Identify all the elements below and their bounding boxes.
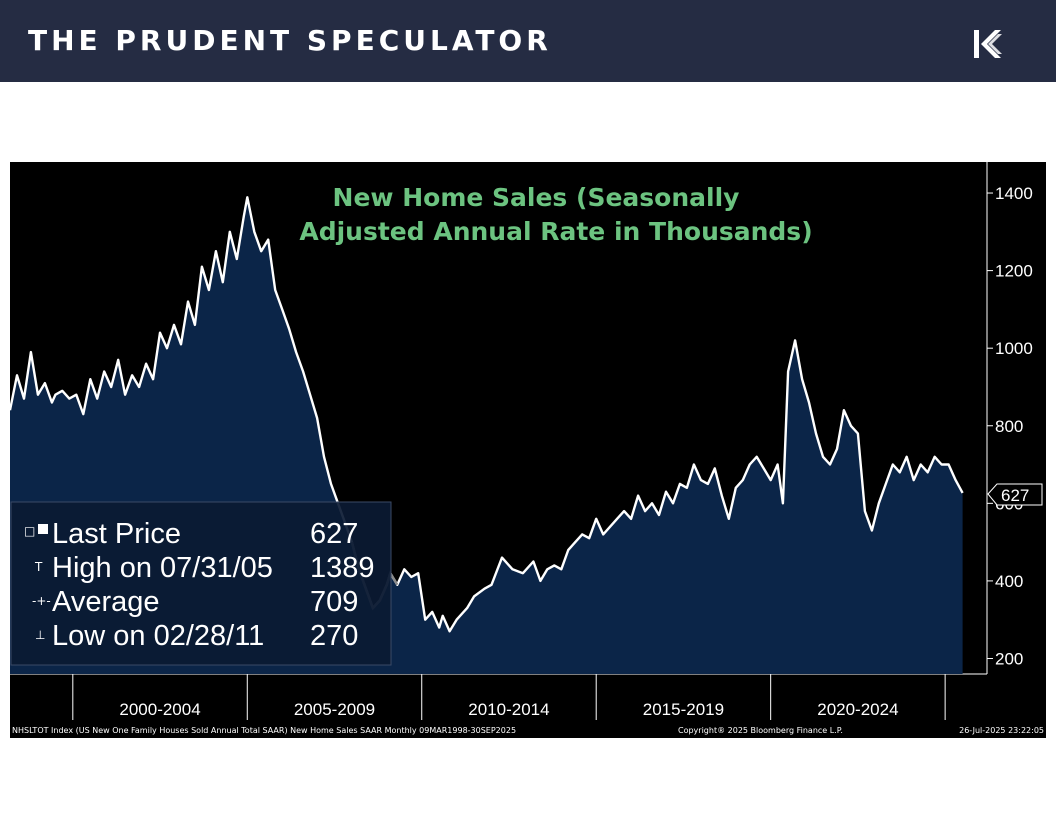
y-tick-label: 800 [995, 417, 1023, 436]
legend-label: High on 07/31/05 [52, 552, 273, 584]
high-marker-icon: T [34, 560, 43, 574]
x-period-label: 2010-2014 [468, 700, 549, 719]
average-marker-icon: -+- [32, 594, 51, 608]
legend-label: Last Price [52, 518, 181, 550]
legend-label: Low on 02/28/11 [52, 620, 264, 652]
chart-title-line-1: New Home Sales (Seasonally [333, 183, 740, 212]
filled-square-icon [38, 524, 48, 534]
x-period-label: 2015-2019 [643, 700, 724, 719]
x-period-label: 2020-2024 [817, 700, 898, 719]
y-tick-label: 200 [995, 649, 1023, 668]
legend-high: T High on 07/31/05 1389 [34, 552, 375, 584]
low-marker-icon: ⊥ [35, 628, 45, 642]
x-axis: 2000-2004 2005-2009 2010-2014 2015-2019 2020… [72, 674, 946, 720]
chart-panel: 2000-2004 2005-2009 2010-2014 2015-2019 2020… [8, 162, 1046, 738]
tps-k-logo-icon [974, 30, 1002, 58]
header-bar: THE PRUDENT SPECULATOR [0, 0, 1056, 82]
legend-low: ⊥ Low on 02/28/11 270 [35, 620, 358, 652]
legend-value: 627 [310, 518, 358, 550]
footer-source: NHSLTOT Index (US New One Family Houses … [12, 726, 516, 735]
legend-box: □ Last Price 627 T High on 07/31/05 1389… [10, 501, 392, 666]
y-tick-label: 1400 [995, 184, 1033, 203]
footer-timestamp: 26-Jul-2025 23:22:05 [959, 726, 1044, 735]
legend-value: 270 [310, 620, 358, 652]
y-tick-label: 1200 [995, 262, 1033, 281]
y-tick-label: 1000 [995, 339, 1033, 358]
x-period-label: 2005-2009 [294, 700, 375, 719]
chart-title-line-2: Adjusted Annual Rate in Thousands) [299, 217, 812, 246]
legend-last-price: □ Last Price 627 [24, 518, 358, 550]
y-axis: 200400600800100012001400 [987, 184, 1033, 668]
x-period-label: 2000-2004 [119, 700, 200, 719]
brand-title: THE PRUDENT SPECULATOR [28, 24, 552, 57]
last-value-badge: 627 [987, 483, 1043, 506]
legend-average: -+- Average 709 [32, 586, 358, 618]
y-tick-label: 400 [995, 572, 1023, 591]
footer-copyright: Copyright® 2025 Bloomberg Finance L.P. [678, 726, 843, 735]
square-marker-icon: □ [24, 524, 35, 538]
legend-value: 709 [310, 586, 358, 618]
legend-value: 1389 [310, 552, 375, 584]
new-home-sales-chart: 2000-2004 2005-2009 2010-2014 2015-2019 2020… [8, 162, 1044, 735]
last-value-label: 627 [1001, 486, 1029, 505]
legend-label: Average [52, 586, 160, 618]
series-line [8, 196, 964, 633]
